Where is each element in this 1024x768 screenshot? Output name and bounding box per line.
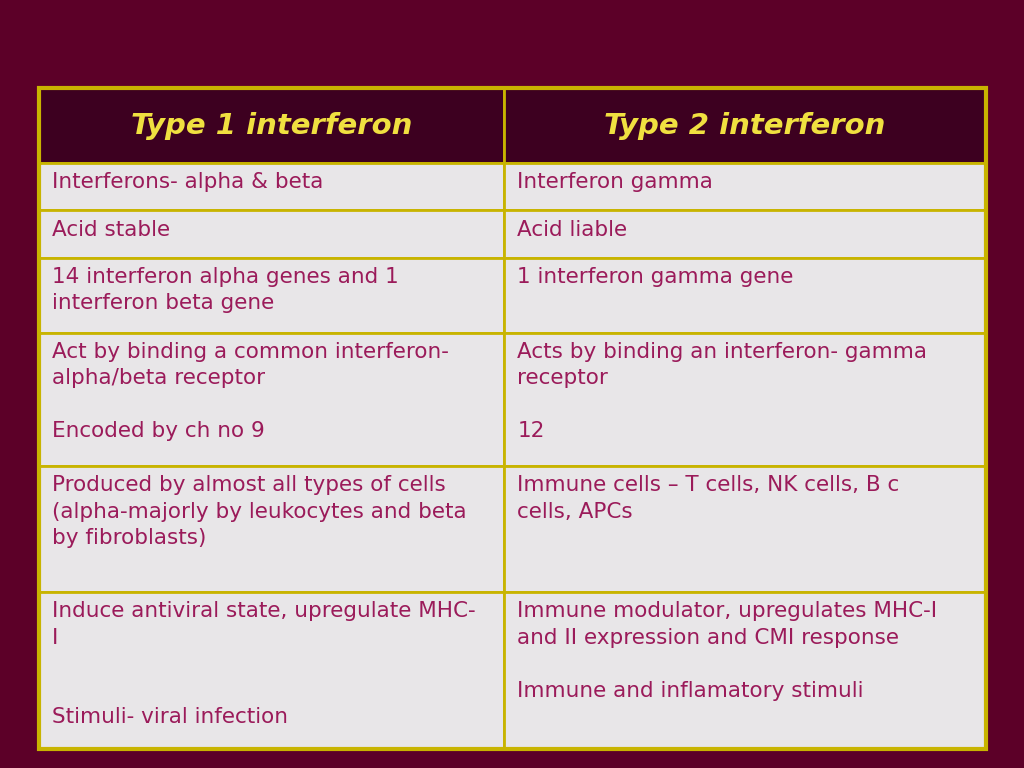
Text: 1 interferon gamma gene: 1 interferon gamma gene [517,267,794,287]
Bar [39,88,986,749]
Text: Immune modulator, upregulates MHC-I
and II expression and CMI response

Immune a: Immune modulator, upregulates MHC-I and … [517,601,937,700]
Bar [39,258,504,333]
Bar [504,466,986,592]
Bar [504,163,986,210]
Bar [504,592,986,749]
Bar [504,88,986,163]
Text: Interferons- alpha & beta: Interferons- alpha & beta [52,172,324,192]
Bar [39,88,504,163]
Text: 14 interferon alpha genes and 1
interferon beta gene: 14 interferon alpha genes and 1 interfer… [52,267,399,313]
Bar [39,163,504,210]
Bar [504,210,986,258]
Text: Induce antiviral state, upregulate MHC-
I


Stimuli- viral infection: Induce antiviral state, upregulate MHC- … [52,601,476,727]
Text: Type 1 interferon: Type 1 interferon [131,111,412,140]
Bar [504,258,986,333]
Text: Acts by binding an interferon- gamma
receptor

12: Acts by binding an interferon- gamma rec… [517,342,928,441]
Bar [39,210,504,258]
Bar [39,592,504,749]
Bar [39,333,504,466]
Text: Produced by almost all types of cells
(alpha-majorly by leukocytes and beta
by f: Produced by almost all types of cells (a… [52,475,467,548]
Text: Acid liable: Acid liable [517,220,628,240]
Text: Interferon gamma: Interferon gamma [517,172,713,192]
Text: Type 2 interferon: Type 2 interferon [604,111,886,140]
Text: Act by binding a common interferon-
alpha/beta receptor

Encoded by ch no 9: Act by binding a common interferon- alph… [52,342,450,441]
Bar [504,333,986,466]
Bar [39,466,504,592]
Text: Immune cells – T cells, NK cells, B c
cells, APCs: Immune cells – T cells, NK cells, B c ce… [517,475,899,522]
Text: Acid stable: Acid stable [52,220,170,240]
